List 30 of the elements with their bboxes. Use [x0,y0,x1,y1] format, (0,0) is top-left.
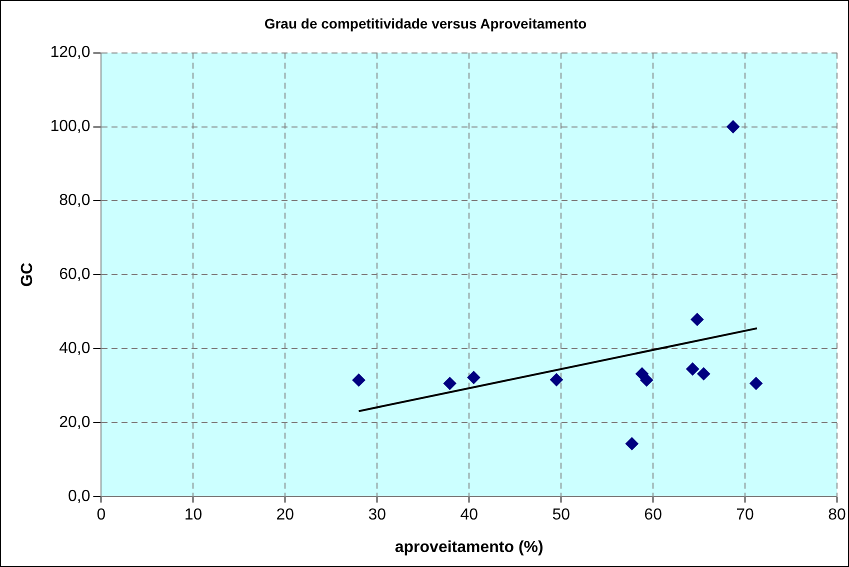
x-tick-label: 20 [276,506,294,524]
x-axis-title: aproveitamento (%) [394,538,544,556]
point [443,376,456,390]
y-axis-title: GC [19,262,36,287]
y-tick-label: 20,0 [59,414,90,432]
y-tick-label: 120,0 [50,44,90,62]
y-tick-label: 80,0 [59,192,90,210]
point [640,374,654,387]
x-tick-label: 50 [552,506,570,524]
x-tick-label: 80 [828,506,846,524]
x-tick-label: 60 [644,506,662,524]
y-tick-label: 40,0 [59,340,90,358]
point [352,374,366,387]
point [625,437,638,450]
x-tick-label: 0 [96,506,106,524]
y-tick-label: 100,0 [50,118,90,136]
point [726,120,740,134]
x-tick-label: 40 [460,506,478,524]
x-tick-label: 70 [736,506,754,524]
x-tick-label: 30 [368,506,386,524]
point [550,373,563,386]
point [467,371,480,384]
y-tick-label: 0,0 [68,488,90,506]
point [750,376,763,390]
point [690,312,704,326]
point [697,367,710,380]
y-tick-label: 60,0 [59,266,90,284]
x-tick-label: 10 [184,506,202,524]
point [686,362,700,376]
chart-title: Grau de competitividade versus Aproveitamento [264,15,587,32]
